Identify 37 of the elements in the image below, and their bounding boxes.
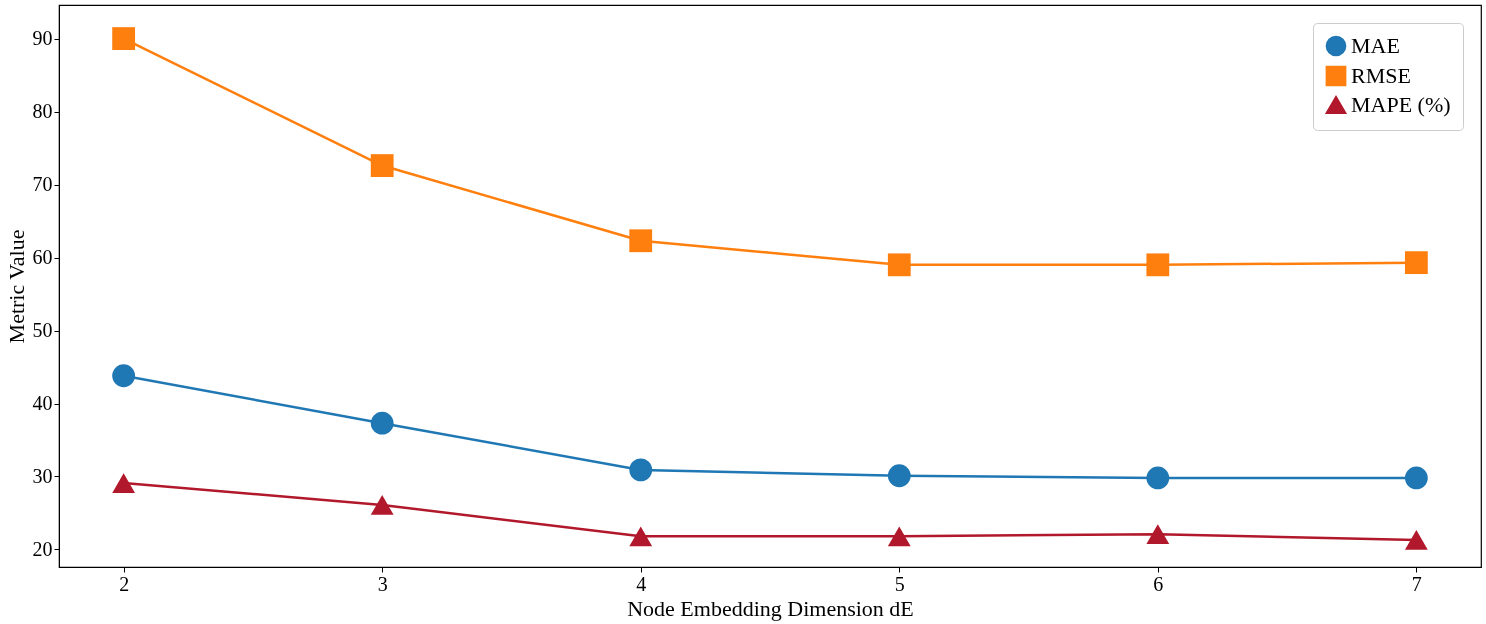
y-tick-label: 30	[32, 465, 53, 487]
point	[112, 27, 136, 50]
x-tick-label: 7	[1411, 572, 1422, 595]
point	[887, 253, 911, 277]
y-tick-label: 60	[32, 246, 53, 269]
legend-label: MAE	[1351, 33, 1400, 58]
point	[887, 464, 911, 488]
point	[1404, 251, 1428, 275]
point	[1146, 253, 1170, 277]
y-tick-label: 90	[32, 27, 53, 50]
y-axis-title: Metric Value	[3, 229, 29, 344]
point	[629, 526, 653, 547]
point	[370, 411, 394, 435]
point	[887, 526, 911, 547]
x-tick-label: 3	[377, 572, 388, 595]
point	[370, 154, 394, 177]
point	[112, 473, 136, 493]
point	[112, 364, 136, 388]
point	[1404, 530, 1428, 550]
x-tick-label: 5	[894, 572, 905, 595]
x-axis-title: Node Embedding Dimension dE	[627, 595, 914, 621]
legend-label: RMSE	[1351, 63, 1411, 88]
y-tick-label: 20	[32, 537, 53, 560]
point	[629, 458, 653, 482]
point	[1404, 466, 1428, 490]
point	[370, 495, 394, 515]
point	[1146, 524, 1170, 545]
y-tick-label: 40	[32, 392, 53, 415]
y-tick-label: 80	[32, 100, 53, 123]
legend-label: MAPE (%)	[1351, 92, 1451, 117]
x-tick-label: 6	[1153, 572, 1164, 595]
y-tick-label: 70	[32, 173, 53, 196]
point	[629, 229, 653, 253]
x-tick-label: 2	[119, 572, 130, 595]
y-tick-label: 50	[32, 319, 53, 342]
x-tick-label: 4	[636, 572, 647, 595]
point	[1146, 466, 1170, 490]
